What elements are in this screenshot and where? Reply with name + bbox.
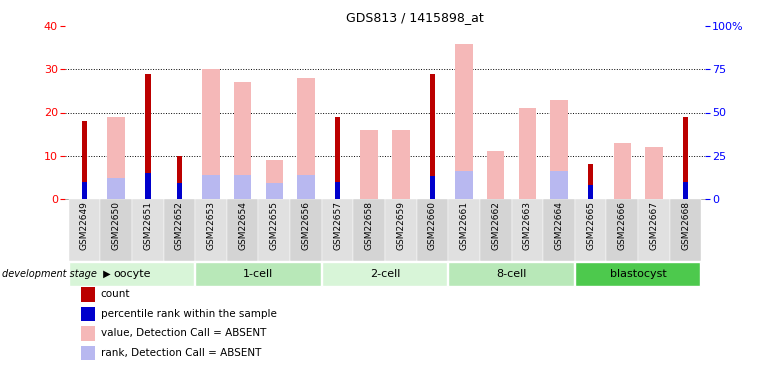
Bar xyxy=(145,173,151,199)
Text: GSM22658: GSM22658 xyxy=(365,201,373,250)
Text: GSM22663: GSM22663 xyxy=(523,201,532,250)
Text: GSM22659: GSM22659 xyxy=(397,201,405,250)
Bar xyxy=(322,199,353,261)
Bar xyxy=(234,175,251,199)
Text: blastocyst: blastocyst xyxy=(610,269,667,279)
Bar xyxy=(551,100,567,199)
Text: GSM22664: GSM22664 xyxy=(554,201,564,250)
Bar xyxy=(519,108,536,199)
Bar xyxy=(176,156,182,199)
Bar xyxy=(392,130,410,199)
Bar xyxy=(82,182,87,199)
Bar xyxy=(297,78,315,199)
Bar xyxy=(455,171,473,199)
Text: GSM22653: GSM22653 xyxy=(206,201,216,250)
Text: GSM22651: GSM22651 xyxy=(143,201,152,250)
Bar xyxy=(588,185,594,199)
Bar xyxy=(100,199,132,261)
Bar xyxy=(176,183,182,199)
Bar xyxy=(683,117,688,199)
Bar xyxy=(163,199,195,261)
Bar xyxy=(487,151,504,199)
Bar xyxy=(297,175,315,199)
Bar xyxy=(588,164,594,199)
Text: GSM22666: GSM22666 xyxy=(618,201,627,250)
Bar xyxy=(385,199,417,261)
Bar xyxy=(227,199,259,261)
Text: GSM22656: GSM22656 xyxy=(301,201,310,250)
Text: GSM22660: GSM22660 xyxy=(428,201,437,250)
Bar xyxy=(575,199,607,261)
Bar xyxy=(430,176,435,199)
Bar xyxy=(335,182,340,199)
Text: count: count xyxy=(101,290,130,299)
Text: GSM22662: GSM22662 xyxy=(491,201,500,250)
Bar xyxy=(82,121,87,199)
Bar xyxy=(203,69,219,199)
Bar xyxy=(107,117,125,199)
Bar xyxy=(69,199,100,261)
Bar xyxy=(69,262,194,286)
Bar xyxy=(575,262,701,286)
Bar xyxy=(614,143,631,199)
Text: GSM22652: GSM22652 xyxy=(175,201,184,250)
Text: 1-cell: 1-cell xyxy=(243,269,273,279)
Text: GSM22650: GSM22650 xyxy=(112,201,121,250)
Text: GSM22661: GSM22661 xyxy=(460,201,469,250)
Bar xyxy=(551,171,567,199)
Bar xyxy=(195,262,321,286)
Bar xyxy=(266,160,283,199)
Bar xyxy=(683,182,688,199)
Text: value, Detection Call = ABSENT: value, Detection Call = ABSENT xyxy=(101,328,266,338)
Bar xyxy=(132,199,163,261)
Bar xyxy=(195,199,227,261)
Bar xyxy=(145,74,151,199)
Bar xyxy=(259,199,290,261)
Text: oocyte: oocyte xyxy=(113,269,151,279)
Bar xyxy=(417,199,448,261)
Bar xyxy=(360,130,378,199)
Text: development stage  ▶: development stage ▶ xyxy=(2,269,110,279)
Bar xyxy=(266,183,283,199)
Text: GDS813 / 1415898_at: GDS813 / 1415898_at xyxy=(346,11,484,24)
Bar xyxy=(430,74,435,199)
Bar xyxy=(543,199,575,261)
Bar xyxy=(607,199,638,261)
Bar xyxy=(353,199,385,261)
Text: GSM22657: GSM22657 xyxy=(333,201,342,250)
Bar xyxy=(107,178,125,199)
Text: GSM22649: GSM22649 xyxy=(80,201,89,250)
Bar xyxy=(448,262,574,286)
Text: 2-cell: 2-cell xyxy=(370,269,400,279)
Text: GSM22655: GSM22655 xyxy=(270,201,279,250)
Text: GSM22668: GSM22668 xyxy=(681,201,690,250)
Text: rank, Detection Call = ABSENT: rank, Detection Call = ABSENT xyxy=(101,348,261,358)
Text: 8-cell: 8-cell xyxy=(497,269,527,279)
Text: GSM22654: GSM22654 xyxy=(238,201,247,250)
Text: percentile rank within the sample: percentile rank within the sample xyxy=(101,309,276,319)
Bar xyxy=(638,199,670,261)
Bar xyxy=(511,199,543,261)
Bar xyxy=(455,44,473,199)
Text: GSM22667: GSM22667 xyxy=(649,201,658,250)
Text: GSM22665: GSM22665 xyxy=(586,201,595,250)
Bar xyxy=(645,147,663,199)
Bar xyxy=(234,82,251,199)
Bar xyxy=(203,175,219,199)
Bar xyxy=(322,262,447,286)
Bar xyxy=(448,199,480,261)
Bar xyxy=(335,117,340,199)
Bar xyxy=(480,199,511,261)
Bar xyxy=(670,199,701,261)
Bar xyxy=(290,199,322,261)
